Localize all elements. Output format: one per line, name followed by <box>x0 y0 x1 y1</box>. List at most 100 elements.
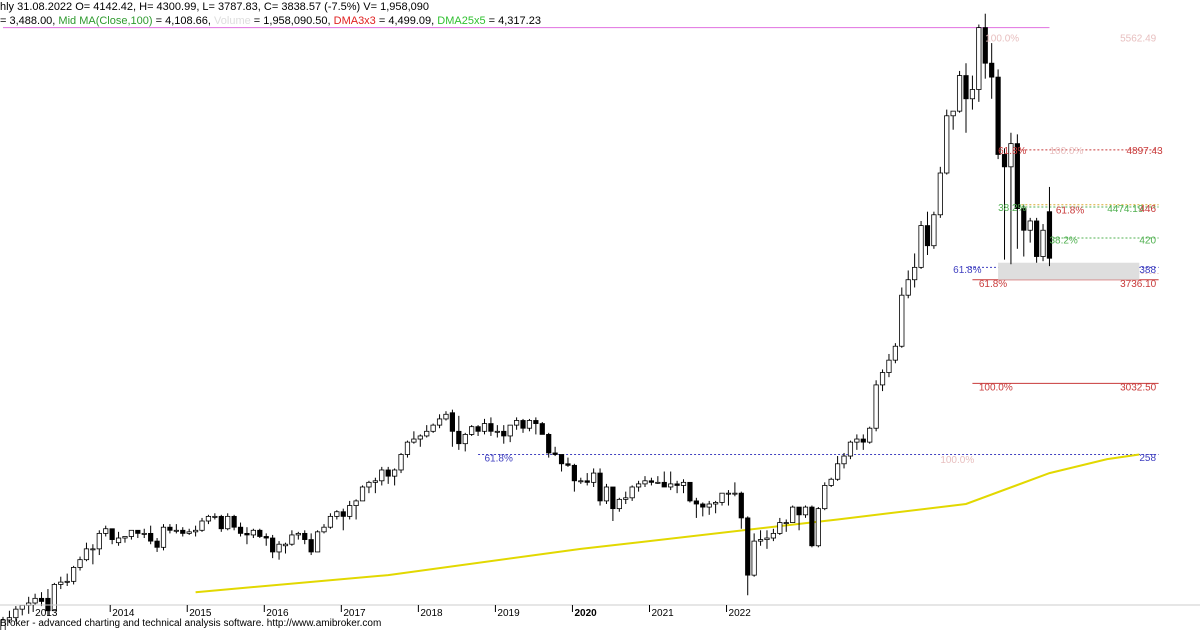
candle-body <box>879 372 886 386</box>
candle <box>584 473 590 486</box>
candle <box>944 109 950 175</box>
candle-body <box>713 502 719 505</box>
candle-body <box>937 172 943 216</box>
candle-body <box>1034 220 1040 257</box>
candle <box>192 525 199 537</box>
candle-body <box>308 539 314 553</box>
candle <box>597 468 603 506</box>
candle-body <box>398 454 404 471</box>
candle <box>71 565 77 585</box>
candle-body <box>1014 143 1020 209</box>
candle-body <box>783 522 789 524</box>
candle-body <box>481 423 488 432</box>
candle-body <box>173 529 179 532</box>
candle <box>212 513 218 520</box>
indicator-info-part: Volume <box>214 15 251 27</box>
candle <box>539 422 545 435</box>
fibonacci-label: 3032.50 <box>1120 382 1157 393</box>
candle <box>494 425 500 438</box>
candle-body <box>610 486 616 510</box>
candle-body <box>276 543 282 553</box>
candle-body <box>892 345 898 361</box>
candle <box>19 604 25 616</box>
year-label: 2016 <box>266 608 289 619</box>
candle-body <box>13 608 19 619</box>
candle <box>302 530 308 545</box>
candle-body <box>565 463 571 466</box>
candle <box>122 536 128 543</box>
candle-body <box>706 503 712 508</box>
candle-body <box>199 520 205 531</box>
year-label: 2019 <box>497 608 520 619</box>
candle-body <box>533 420 539 424</box>
candle-body <box>6 617 13 621</box>
candle <box>533 417 539 435</box>
candle <box>456 415 462 450</box>
candle-body <box>809 506 815 547</box>
fibonacci-label: 446 <box>1139 204 1156 215</box>
year-label: 2020 <box>574 608 597 619</box>
candle <box>488 417 494 436</box>
candle <box>270 534 276 559</box>
candle <box>867 426 873 444</box>
candle <box>353 499 359 520</box>
candle-body <box>270 537 276 553</box>
candle-body <box>687 481 693 502</box>
candle-body <box>738 492 744 519</box>
candle-body <box>956 75 963 112</box>
candle-body <box>392 469 398 477</box>
candle <box>327 513 334 529</box>
candle <box>1040 224 1046 262</box>
candle <box>237 522 244 537</box>
candle-body <box>591 472 597 483</box>
candle <box>289 530 295 546</box>
candle-body <box>469 426 475 435</box>
candle-body <box>417 435 423 440</box>
candle-body <box>796 506 802 516</box>
candle-body <box>244 532 250 536</box>
candle-body <box>802 506 809 516</box>
price-info-header: hly 31.08.2022 O= 4142.42, H= 4300.99, L… <box>0 1 430 13</box>
candle <box>469 425 475 436</box>
candle-body <box>770 532 777 539</box>
candle-body <box>340 511 346 517</box>
candle-body <box>404 441 411 455</box>
candle <box>141 528 147 539</box>
candle-body <box>745 517 751 576</box>
year-label: 2018 <box>420 608 443 619</box>
candle-body <box>629 486 635 499</box>
candle-body <box>1046 211 1053 259</box>
candle <box>180 527 186 537</box>
candle <box>879 369 886 392</box>
candle <box>64 573 70 586</box>
candle-body <box>546 433 552 454</box>
candle <box>770 528 777 542</box>
candle-body <box>302 532 308 540</box>
candle-body <box>989 62 995 78</box>
candle-body <box>38 597 45 602</box>
candle-body <box>719 492 725 503</box>
candle-body <box>462 433 468 445</box>
candle <box>738 491 744 529</box>
candle <box>51 582 57 612</box>
candle-body <box>815 508 821 547</box>
candle-body <box>475 426 481 432</box>
candle-body <box>295 532 301 536</box>
candle-body <box>115 537 122 544</box>
fibonacci-label: 61.8% <box>1056 205 1084 216</box>
candle <box>713 500 719 514</box>
fibonacci-label: 388 <box>1139 265 1156 276</box>
candle <box>732 482 738 497</box>
candle-body <box>944 115 950 174</box>
candle-body <box>764 537 770 540</box>
fibonacci-label: 420 <box>1139 236 1156 247</box>
candle-body <box>635 483 642 488</box>
fibonacci-label: 100.0% <box>979 382 1013 393</box>
candle-body <box>918 225 924 268</box>
candle-body <box>122 536 128 539</box>
candle-body <box>905 279 911 296</box>
year-label: 2022 <box>729 608 752 619</box>
candle-body <box>571 464 577 482</box>
candle <box>751 533 757 577</box>
